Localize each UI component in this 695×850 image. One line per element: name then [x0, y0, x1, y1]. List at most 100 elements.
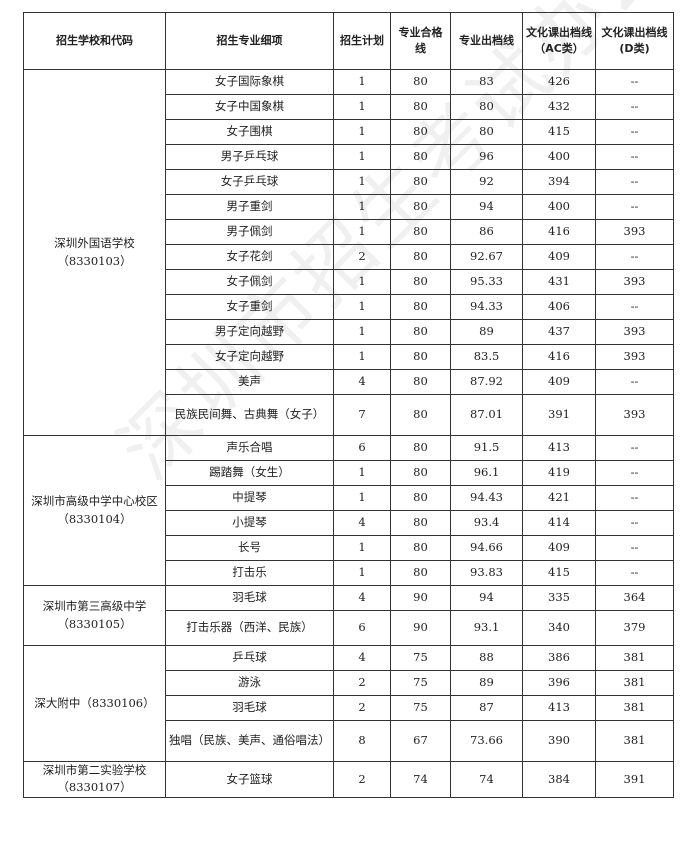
cutoff-cell: 93.83 [450, 560, 523, 586]
plan-cell: 1 [333, 269, 391, 295]
major-cell: 中提琴 [165, 485, 334, 511]
culture-ac-cell: 413 [522, 695, 596, 721]
culture-d-cell: -- [595, 194, 674, 220]
pass-line-cell: 80 [390, 394, 451, 436]
plan-cell: 8 [333, 720, 391, 762]
cutoff-cell: 91.5 [450, 435, 523, 461]
plan-cell: 1 [333, 485, 391, 511]
pass-line-cell: 80 [390, 560, 451, 586]
pass-line-cell: 90 [390, 585, 451, 611]
pass-line-cell: 80 [390, 94, 451, 120]
plan-cell: 1 [333, 169, 391, 195]
culture-ac-cell: 335 [522, 585, 596, 611]
culture-ac-cell: 437 [522, 319, 596, 345]
table-row: 美声 4 80 87.92 409 -- [24, 369, 674, 395]
plan-cell: 1 [333, 144, 391, 170]
major-cell: 女子国际象棋 [165, 69, 334, 95]
cutoff-cell: 93.4 [450, 510, 523, 536]
major-cell: 游泳 [165, 670, 334, 696]
culture-d-cell: -- [595, 485, 674, 511]
culture-ac-cell: 416 [522, 344, 596, 370]
plan-cell: 6 [333, 435, 391, 461]
culture-ac-cell: 431 [522, 269, 596, 295]
header-pass-line: 专业合格线 [390, 12, 451, 70]
plan-cell: 4 [333, 510, 391, 536]
cutoff-cell: 94 [450, 585, 523, 611]
school-cell: 深圳市第三高级中学（8330105） [23, 585, 166, 646]
pass-line-cell: 80 [390, 169, 451, 195]
plan-cell: 6 [333, 610, 391, 646]
culture-d-cell: -- [595, 169, 674, 195]
cutoff-cell: 96 [450, 144, 523, 170]
pass-line-cell: 80 [390, 294, 451, 320]
plan-cell: 2 [333, 244, 391, 270]
pass-line-cell: 80 [390, 435, 451, 461]
plan-cell: 1 [333, 94, 391, 120]
plan-cell: 2 [333, 670, 391, 696]
major-cell: 男子乒乓球 [165, 144, 334, 170]
major-cell: 女子定向越野 [165, 344, 334, 370]
table-row: 羽毛球 2 75 87 413 381 [24, 695, 674, 721]
culture-d-cell: -- [595, 369, 674, 395]
culture-ac-cell: 390 [522, 720, 596, 762]
cutoff-cell: 94.43 [450, 485, 523, 511]
culture-d-cell: 391 [595, 761, 674, 798]
culture-ac-cell: 409 [522, 244, 596, 270]
pass-line-cell: 80 [390, 69, 451, 95]
cutoff-cell: 89 [450, 319, 523, 345]
cutoff-cell: 89 [450, 670, 523, 696]
pass-line-cell: 80 [390, 269, 451, 295]
cutoff-cell: 95.33 [450, 269, 523, 295]
pass-line-cell: 80 [390, 119, 451, 145]
culture-d-cell: -- [595, 435, 674, 461]
culture-d-cell: -- [595, 294, 674, 320]
pass-line-cell: 74 [390, 761, 451, 798]
culture-ac-cell: 400 [522, 144, 596, 170]
culture-d-cell: 393 [595, 219, 674, 245]
cutoff-cell: 92 [450, 169, 523, 195]
plan-cell: 4 [333, 585, 391, 611]
major-cell: 踢踏舞（女生） [165, 460, 334, 486]
table-row: 女子乒乓球 1 80 92 394 -- [24, 169, 674, 195]
major-cell: 女子围棋 [165, 119, 334, 145]
major-cell: 女子花剑 [165, 244, 334, 270]
major-cell: 男子重剑 [165, 194, 334, 220]
pass-line-cell: 80 [390, 144, 451, 170]
table-row: 深大附中（8330106） 乒乓球 4 75 88 386 381 [23, 645, 674, 762]
culture-ac-cell: 426 [522, 69, 596, 95]
pass-line-cell: 90 [390, 610, 451, 646]
header-cutoff: 专业出档线 [450, 12, 523, 70]
major-cell: 羽毛球 [165, 585, 334, 611]
culture-d-cell: 364 [595, 585, 674, 611]
culture-d-cell: -- [595, 119, 674, 145]
culture-ac-cell: 409 [522, 535, 596, 561]
major-cell: 男子定向越野 [165, 319, 334, 345]
culture-d-cell: -- [595, 69, 674, 95]
pass-line-cell: 80 [390, 485, 451, 511]
table-row: 小提琴 4 80 93.4 414 -- [24, 510, 674, 536]
culture-ac-cell: 421 [522, 485, 596, 511]
table-row: 长号 1 80 94.66 409 -- [24, 535, 674, 561]
culture-d-cell: -- [595, 460, 674, 486]
plan-cell: 2 [333, 695, 391, 721]
pass-line-cell: 80 [390, 319, 451, 345]
admission-score-table: 招生学校和代码 招生专业细项 招生计划 专业合格线 专业出档线 文化课出档线（A… [23, 12, 674, 798]
table-row: 中提琴 1 80 94.43 421 -- [24, 485, 674, 511]
table-row: 深圳市第二实验学校（8330107） 女子篮球 2 74 74 384 391 [23, 761, 674, 798]
major-cell: 独唱（民族、美声、通俗唱法） [165, 720, 334, 762]
pass-line-cell: 80 [390, 460, 451, 486]
major-cell: 打击乐器（西洋、民族） [165, 610, 334, 646]
cutoff-cell: 96.1 [450, 460, 523, 486]
cutoff-cell: 74 [450, 761, 523, 798]
plan-cell: 4 [333, 645, 391, 671]
plan-cell: 1 [333, 344, 391, 370]
culture-ac-cell: 413 [522, 435, 596, 461]
plan-cell: 1 [333, 535, 391, 561]
culture-ac-cell: 432 [522, 94, 596, 120]
plan-cell: 1 [333, 119, 391, 145]
plan-cell: 1 [333, 560, 391, 586]
table-row: 深圳外国语学校（8330103） 女子国际象棋 1 80 83 426 -- [23, 69, 674, 436]
cutoff-cell: 73.66 [450, 720, 523, 762]
header-school: 招生学校和代码 [23, 12, 166, 70]
table-row: 独唱（民族、美声、通俗唱法） 8 67 73.66 390 381 [24, 720, 674, 762]
